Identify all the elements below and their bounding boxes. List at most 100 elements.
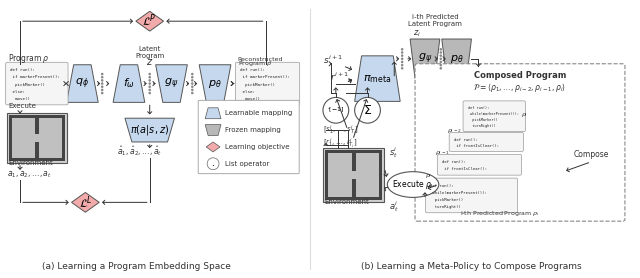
Circle shape: [355, 97, 380, 123]
Circle shape: [440, 54, 442, 57]
Text: $\rho_{i-2}$: $\rho_{i-2}$: [447, 127, 461, 135]
Text: Program $\hat{\rho}$: Program $\hat{\rho}$: [238, 59, 273, 69]
Circle shape: [101, 85, 104, 88]
Circle shape: [191, 85, 193, 88]
Circle shape: [440, 58, 442, 60]
FancyBboxPatch shape: [352, 171, 356, 179]
Text: $q_\phi$: $q_\phi$: [76, 76, 90, 91]
Polygon shape: [442, 39, 472, 79]
Circle shape: [101, 73, 104, 75]
Circle shape: [440, 48, 442, 51]
FancyBboxPatch shape: [352, 153, 356, 197]
Text: Latent Program: Latent Program: [408, 21, 462, 27]
FancyBboxPatch shape: [35, 118, 39, 158]
Circle shape: [148, 89, 151, 91]
Polygon shape: [72, 192, 99, 212]
Circle shape: [191, 89, 193, 91]
Text: pickMarker(): pickMarker(): [430, 198, 463, 202]
Text: i-th Predicted Program $\rho_i$: i-th Predicted Program $\rho_i$: [460, 209, 540, 218]
FancyBboxPatch shape: [328, 153, 380, 197]
Text: $z_i$: $z_i$: [413, 28, 421, 39]
Text: i-th Predicted: i-th Predicted: [412, 14, 458, 20]
Text: Learnable mapping: Learnable mapping: [225, 110, 292, 116]
Text: $[r_1^i, \ldots, r_{T_i}^i]$: $[r_1^i, \ldots, r_{T_i}^i]$: [323, 137, 357, 151]
Text: if markerPresent():: if markerPresent():: [10, 75, 60, 80]
Polygon shape: [206, 142, 220, 152]
Circle shape: [323, 97, 349, 123]
Text: else:: else:: [10, 90, 25, 94]
FancyBboxPatch shape: [7, 113, 67, 163]
Circle shape: [401, 48, 403, 51]
Text: $r^{i+1}$: $r^{i+1}$: [330, 70, 349, 83]
Text: $[s_1^i, \ldots, s_{T_i}^i]$: $[s_1^i, \ldots, s_{T_i}^i]$: [323, 124, 359, 138]
Text: (a) Learning a Program Embedding Space: (a) Learning a Program Embedding Space: [42, 262, 231, 271]
Circle shape: [401, 51, 403, 54]
Circle shape: [191, 79, 193, 82]
FancyBboxPatch shape: [463, 101, 525, 131]
Circle shape: [148, 76, 151, 78]
Text: Compose: Compose: [573, 150, 609, 159]
Circle shape: [101, 79, 104, 82]
Text: $p_\theta$: $p_\theta$: [450, 53, 463, 65]
Text: def run():: def run():: [10, 68, 35, 72]
Text: Latent
Program: Latent Program: [135, 46, 164, 59]
Text: $\rho_{i-1}$: $\rho_{i-1}$: [435, 149, 450, 157]
Polygon shape: [125, 118, 175, 142]
FancyBboxPatch shape: [426, 178, 518, 213]
Circle shape: [401, 61, 403, 63]
Circle shape: [401, 54, 403, 57]
Text: if markerPresent():: if markerPresent():: [240, 75, 290, 80]
Text: (b) Learning a Meta-Policy to Compose Programs: (b) Learning a Meta-Policy to Compose Pr…: [361, 262, 582, 271]
Circle shape: [401, 58, 403, 60]
Circle shape: [101, 89, 104, 91]
FancyBboxPatch shape: [437, 154, 522, 175]
Text: $\Sigma$: $\Sigma$: [363, 104, 372, 117]
Text: while(markerPresent()):: while(markerPresent()):: [467, 112, 518, 116]
Text: Execute: Execute: [8, 103, 36, 109]
Text: $\mathcal{L}^L$: $\mathcal{L}^L$: [79, 194, 92, 211]
Text: Program $\rho$: Program $\rho$: [8, 52, 50, 65]
Text: Composed Program: Composed Program: [474, 71, 566, 80]
Text: $\rho_i$: $\rho_i$: [425, 172, 432, 180]
Text: def run():: def run():: [454, 138, 477, 142]
Text: Frozen mapping: Frozen mapping: [225, 127, 281, 133]
Text: Environment: Environment: [8, 160, 53, 166]
Text: move(): move(): [240, 97, 260, 101]
Text: move(): move(): [10, 97, 30, 101]
FancyBboxPatch shape: [12, 118, 61, 158]
Text: while(markerPresent()):: while(markerPresent()):: [430, 191, 487, 195]
Text: Execute $\rho_i$: Execute $\rho_i$: [392, 178, 434, 191]
Circle shape: [101, 82, 104, 85]
Ellipse shape: [387, 172, 439, 197]
Text: $\hat{a}_1, \hat{a}_2, \ldots, \hat{a}_t$: $\hat{a}_1, \hat{a}_2, \ldots, \hat{a}_t…: [117, 144, 163, 158]
Text: turnRight(): turnRight(): [430, 205, 461, 209]
Text: Reconstructed: Reconstructed: [238, 57, 284, 62]
Circle shape: [191, 73, 193, 75]
Circle shape: [101, 76, 104, 78]
Polygon shape: [355, 56, 400, 101]
Polygon shape: [205, 108, 221, 119]
Text: def run():: def run():: [467, 106, 489, 110]
Text: $g_\psi$: $g_\psi$: [418, 52, 432, 66]
Text: $a_t^i$: $a_t^i$: [389, 199, 399, 214]
Text: def run():: def run():: [430, 184, 454, 188]
Circle shape: [207, 158, 219, 170]
Text: def run():: def run():: [442, 160, 465, 164]
Circle shape: [148, 79, 151, 82]
Circle shape: [440, 64, 442, 66]
Circle shape: [148, 85, 151, 88]
Circle shape: [191, 92, 193, 94]
Text: $\rho_i$: $\rho_i$: [521, 111, 528, 119]
Text: $\cdot [-1]$: $\cdot [-1]$: [327, 106, 345, 115]
Text: $p_\theta$: $p_\theta$: [208, 78, 222, 90]
Circle shape: [440, 51, 442, 54]
Circle shape: [440, 67, 442, 70]
Circle shape: [401, 64, 403, 66]
Text: $g_\psi$: $g_\psi$: [164, 76, 179, 91]
Text: $\mathcal{P} = \langle \rho_1, \ldots, \rho_{i-2}, \rho_{i-1}, \rho_i \rangle$: $\mathcal{P} = \langle \rho_1, \ldots, \…: [474, 81, 566, 94]
Text: $\mathcal{L}^P$: $\mathcal{L}^P$: [143, 13, 157, 29]
Circle shape: [440, 61, 442, 63]
Text: $\pi(a|s,z)$: $\pi(a|s,z)$: [130, 123, 169, 137]
Text: pickMarker(): pickMarker(): [467, 118, 497, 122]
Circle shape: [148, 92, 151, 94]
